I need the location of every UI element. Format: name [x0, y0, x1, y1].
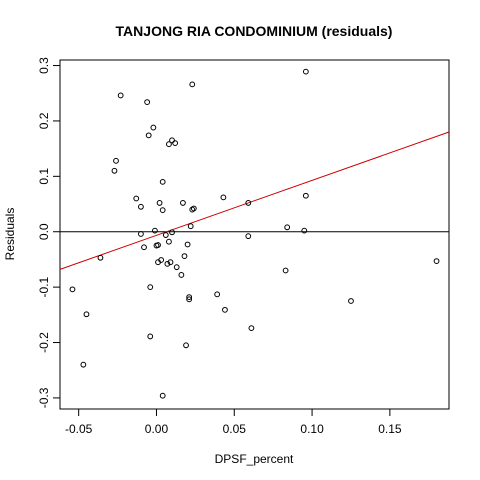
data-point — [97, 254, 104, 261]
data-point — [138, 203, 144, 210]
data-point — [186, 294, 193, 300]
x-tick-label: 0.10 — [300, 422, 324, 436]
data-point — [301, 227, 308, 234]
data-point — [155, 242, 161, 248]
data-point — [302, 68, 309, 75]
data-point — [180, 200, 186, 206]
data-point — [184, 241, 191, 248]
data-point — [302, 192, 309, 199]
y-axis-label: Residuals — [3, 208, 17, 261]
data-point — [158, 257, 165, 263]
data-point — [220, 194, 227, 201]
data-point — [190, 205, 197, 212]
data-point — [145, 132, 152, 139]
y-tick-label: -0.2 — [37, 332, 51, 353]
data-points — [69, 68, 440, 399]
data-point — [113, 157, 119, 164]
x-tick-label: 0.15 — [378, 422, 402, 436]
data-point — [141, 244, 147, 251]
data-point — [152, 227, 158, 234]
data-point — [166, 238, 172, 245]
data-point — [166, 141, 172, 148]
data-point — [248, 325, 255, 332]
data-point — [172, 140, 179, 146]
data-point — [222, 306, 228, 313]
data-point — [178, 272, 185, 278]
x-tick-label: 0.00 — [145, 422, 169, 436]
data-point — [167, 259, 174, 266]
data-point — [187, 223, 194, 230]
data-point — [169, 137, 175, 144]
data-point — [162, 232, 169, 238]
data-point — [69, 286, 76, 293]
data-point — [282, 267, 289, 274]
data-point — [284, 224, 291, 231]
data-point — [183, 342, 189, 349]
data-point — [433, 258, 440, 264]
data-point — [117, 92, 124, 99]
x-axis-label: DPSF_percent — [215, 452, 294, 466]
y-tick-label: 0.0 — [37, 223, 51, 240]
y-tick-label: 0.3 — [37, 57, 51, 74]
data-point — [138, 231, 144, 237]
x-axis: -0.05 0.00 0.05 0.10 0.15 — [65, 409, 402, 436]
data-point — [159, 392, 166, 399]
data-point — [144, 99, 151, 106]
y-tick-label: 0.2 — [37, 112, 51, 129]
plot-frame — [59, 59, 450, 410]
data-point — [164, 260, 171, 267]
x-tick-label: -0.05 — [65, 422, 93, 436]
x-tick-label: 0.05 — [223, 422, 247, 436]
chart-title: TANJONG RIA CONDOMINIUM (residuals) — [116, 23, 393, 39]
data-point — [245, 233, 252, 240]
y-tick-label: -0.3 — [37, 387, 51, 408]
data-point — [147, 284, 154, 291]
data-point — [348, 298, 354, 304]
y-tick-label: 0.1 — [37, 168, 51, 185]
data-point — [186, 296, 193, 303]
data-point — [133, 195, 140, 202]
data-point — [173, 264, 180, 271]
data-point — [147, 333, 154, 340]
data-point — [214, 291, 221, 298]
data-point — [156, 200, 163, 206]
data-point — [181, 253, 188, 260]
reference-lines — [59, 131, 450, 270]
data-point — [245, 200, 252, 206]
data-point — [111, 167, 118, 174]
data-point — [83, 311, 90, 318]
y-axis: -0.3 -0.2 -0.1 0.0 0.1 0.2 0.3 — [37, 57, 60, 408]
data-point — [159, 207, 166, 214]
trend-line — [59, 131, 450, 270]
data-point — [189, 81, 196, 88]
data-point — [150, 124, 157, 131]
data-point — [80, 361, 87, 368]
data-point — [159, 178, 166, 185]
data-point — [169, 229, 175, 236]
y-tick-label: -0.1 — [37, 276, 51, 297]
